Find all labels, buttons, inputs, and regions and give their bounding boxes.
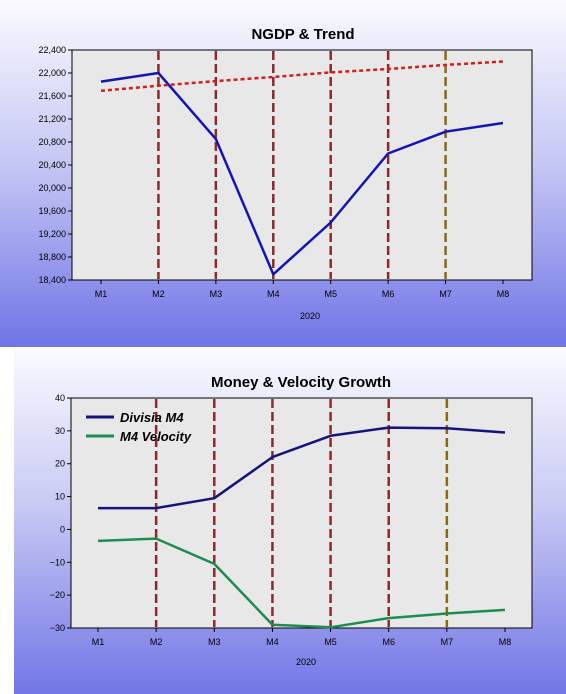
y-tick-label: 22,400 xyxy=(38,45,66,55)
x-tick-label: M8 xyxy=(499,637,512,647)
x-tick-label: M4 xyxy=(267,289,280,299)
legend: Divisia M4 M4 Velocity xyxy=(86,410,192,444)
x-tick-label: M6 xyxy=(382,637,395,647)
x-tick-label: M2 xyxy=(152,289,165,299)
x-tick-label: M5 xyxy=(324,637,337,647)
chart-title: NGDP & Trend xyxy=(251,26,354,43)
y-tick-label: 20,400 xyxy=(38,160,66,170)
x-tick-label: M1 xyxy=(95,289,108,299)
y-tick-label: 18,800 xyxy=(38,252,66,262)
x-axis-label: 2020 xyxy=(296,657,316,667)
legend-divisia-m4: Divisia M4 xyxy=(120,410,184,425)
ngdp-chart: NGDP & Trend 18,400 18,800 19,200 19,600 20,… xyxy=(38,26,533,321)
y-tick-label: 20 xyxy=(55,459,65,469)
x-tick-label: M8 xyxy=(497,289,510,299)
y-tick-label: 19,600 xyxy=(38,206,66,216)
series-line-0 xyxy=(98,426,506,510)
y-tick-label: 19,200 xyxy=(38,229,66,239)
series-line-0 xyxy=(100,71,504,276)
plot-area xyxy=(70,397,533,629)
x-tick-label: M3 xyxy=(208,637,221,647)
x-axis-label: 2020 xyxy=(300,311,320,321)
plot-area xyxy=(71,49,533,281)
series-line-1 xyxy=(97,537,506,629)
y-tick-label: 22,000 xyxy=(38,68,66,78)
y-tick-label: 40 xyxy=(55,393,65,403)
y-tick-label: −20 xyxy=(50,590,65,600)
money-velocity-chart-panel: Money & Velocity Growth −30 −20 −10 0 10 20 30… xyxy=(14,349,566,694)
legend-m4-velocity: M4 Velocity xyxy=(120,429,192,444)
x-tick-label: M3 xyxy=(210,289,223,299)
x-tick-label: M4 xyxy=(266,637,279,647)
y-tick-label: 10 xyxy=(55,492,65,502)
y-tick-label: −30 xyxy=(50,623,65,633)
x-tick-label: M1 xyxy=(92,637,105,647)
ngdp-chart-panel: NGDP & Trend 18,400 18,800 19,200 19,600 20,… xyxy=(0,0,566,347)
x-tick-label: M7 xyxy=(441,637,454,647)
y-tick-label: 18,400 xyxy=(38,275,66,285)
x-tick-label: M2 xyxy=(150,637,163,647)
y-tick-label: 21,200 xyxy=(38,114,66,124)
x-tick-label: M6 xyxy=(382,289,395,299)
x-tick-label: M7 xyxy=(439,289,452,299)
x-tick-label: M5 xyxy=(324,289,337,299)
money-velocity-chart: Money & Velocity Growth −30 −20 −10 0 10 20 30… xyxy=(50,374,533,667)
chart-title: Money & Velocity Growth xyxy=(211,374,391,391)
y-tick-label: −10 xyxy=(50,557,65,567)
y-tick-label: 20,000 xyxy=(38,183,66,193)
y-tick-label: 21,600 xyxy=(38,91,66,101)
y-tick-label: 0 xyxy=(60,524,65,534)
y-tick-label: 20,800 xyxy=(38,137,66,147)
y-tick-label: 30 xyxy=(55,426,65,436)
